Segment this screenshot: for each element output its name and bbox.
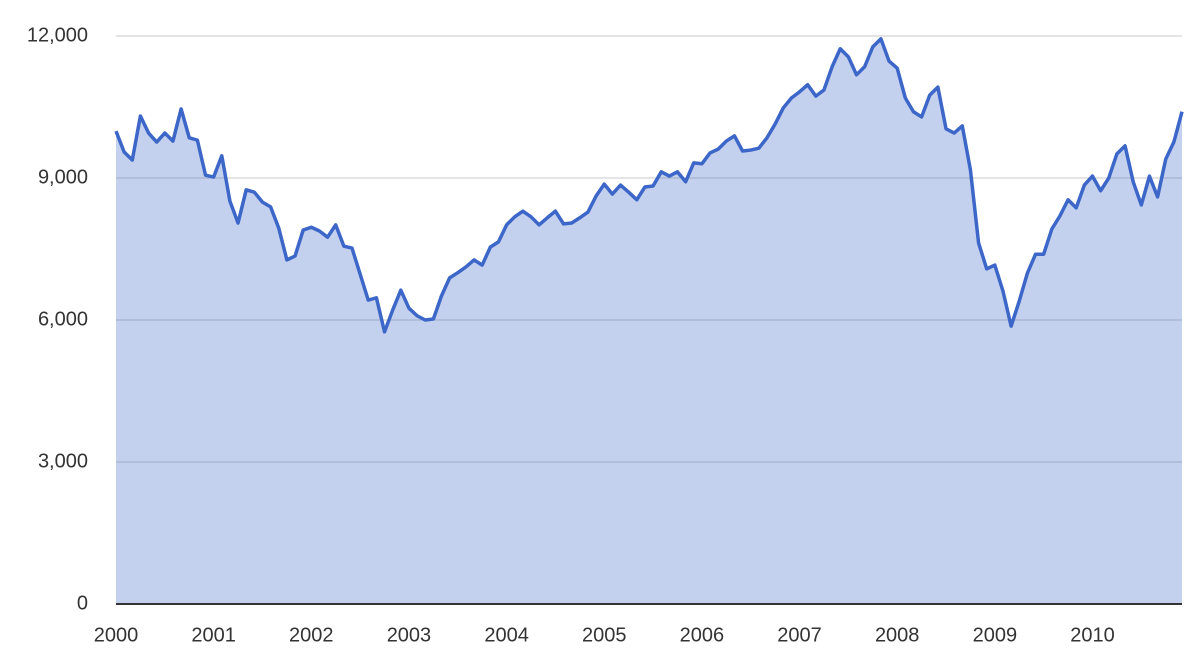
y-tick-label: 6,000: [38, 308, 88, 330]
x-tick-label: 2000: [94, 624, 139, 646]
x-tick-label: 2003: [387, 624, 432, 646]
y-tick-label: 0: [77, 592, 88, 614]
x-tick-label: 2004: [484, 624, 529, 646]
x-tick-label: 2001: [191, 624, 236, 646]
x-tick-label: 2006: [680, 624, 725, 646]
area-fill: [116, 38, 1182, 604]
x-tick-label: 2008: [875, 624, 920, 646]
area-line: [114, 37, 1184, 334]
x-tick-label: 2009: [973, 624, 1018, 646]
y-tick-label: 9,000: [38, 166, 88, 188]
y-tick-label: 12,000: [27, 24, 88, 46]
x-tick-label: 2007: [777, 624, 822, 646]
x-tick-label: 2002: [289, 624, 334, 646]
x-tick-label: 2010: [1070, 624, 1115, 646]
x-tick-label: 2005: [582, 624, 627, 646]
y-tick-label: 3,000: [38, 450, 88, 472]
